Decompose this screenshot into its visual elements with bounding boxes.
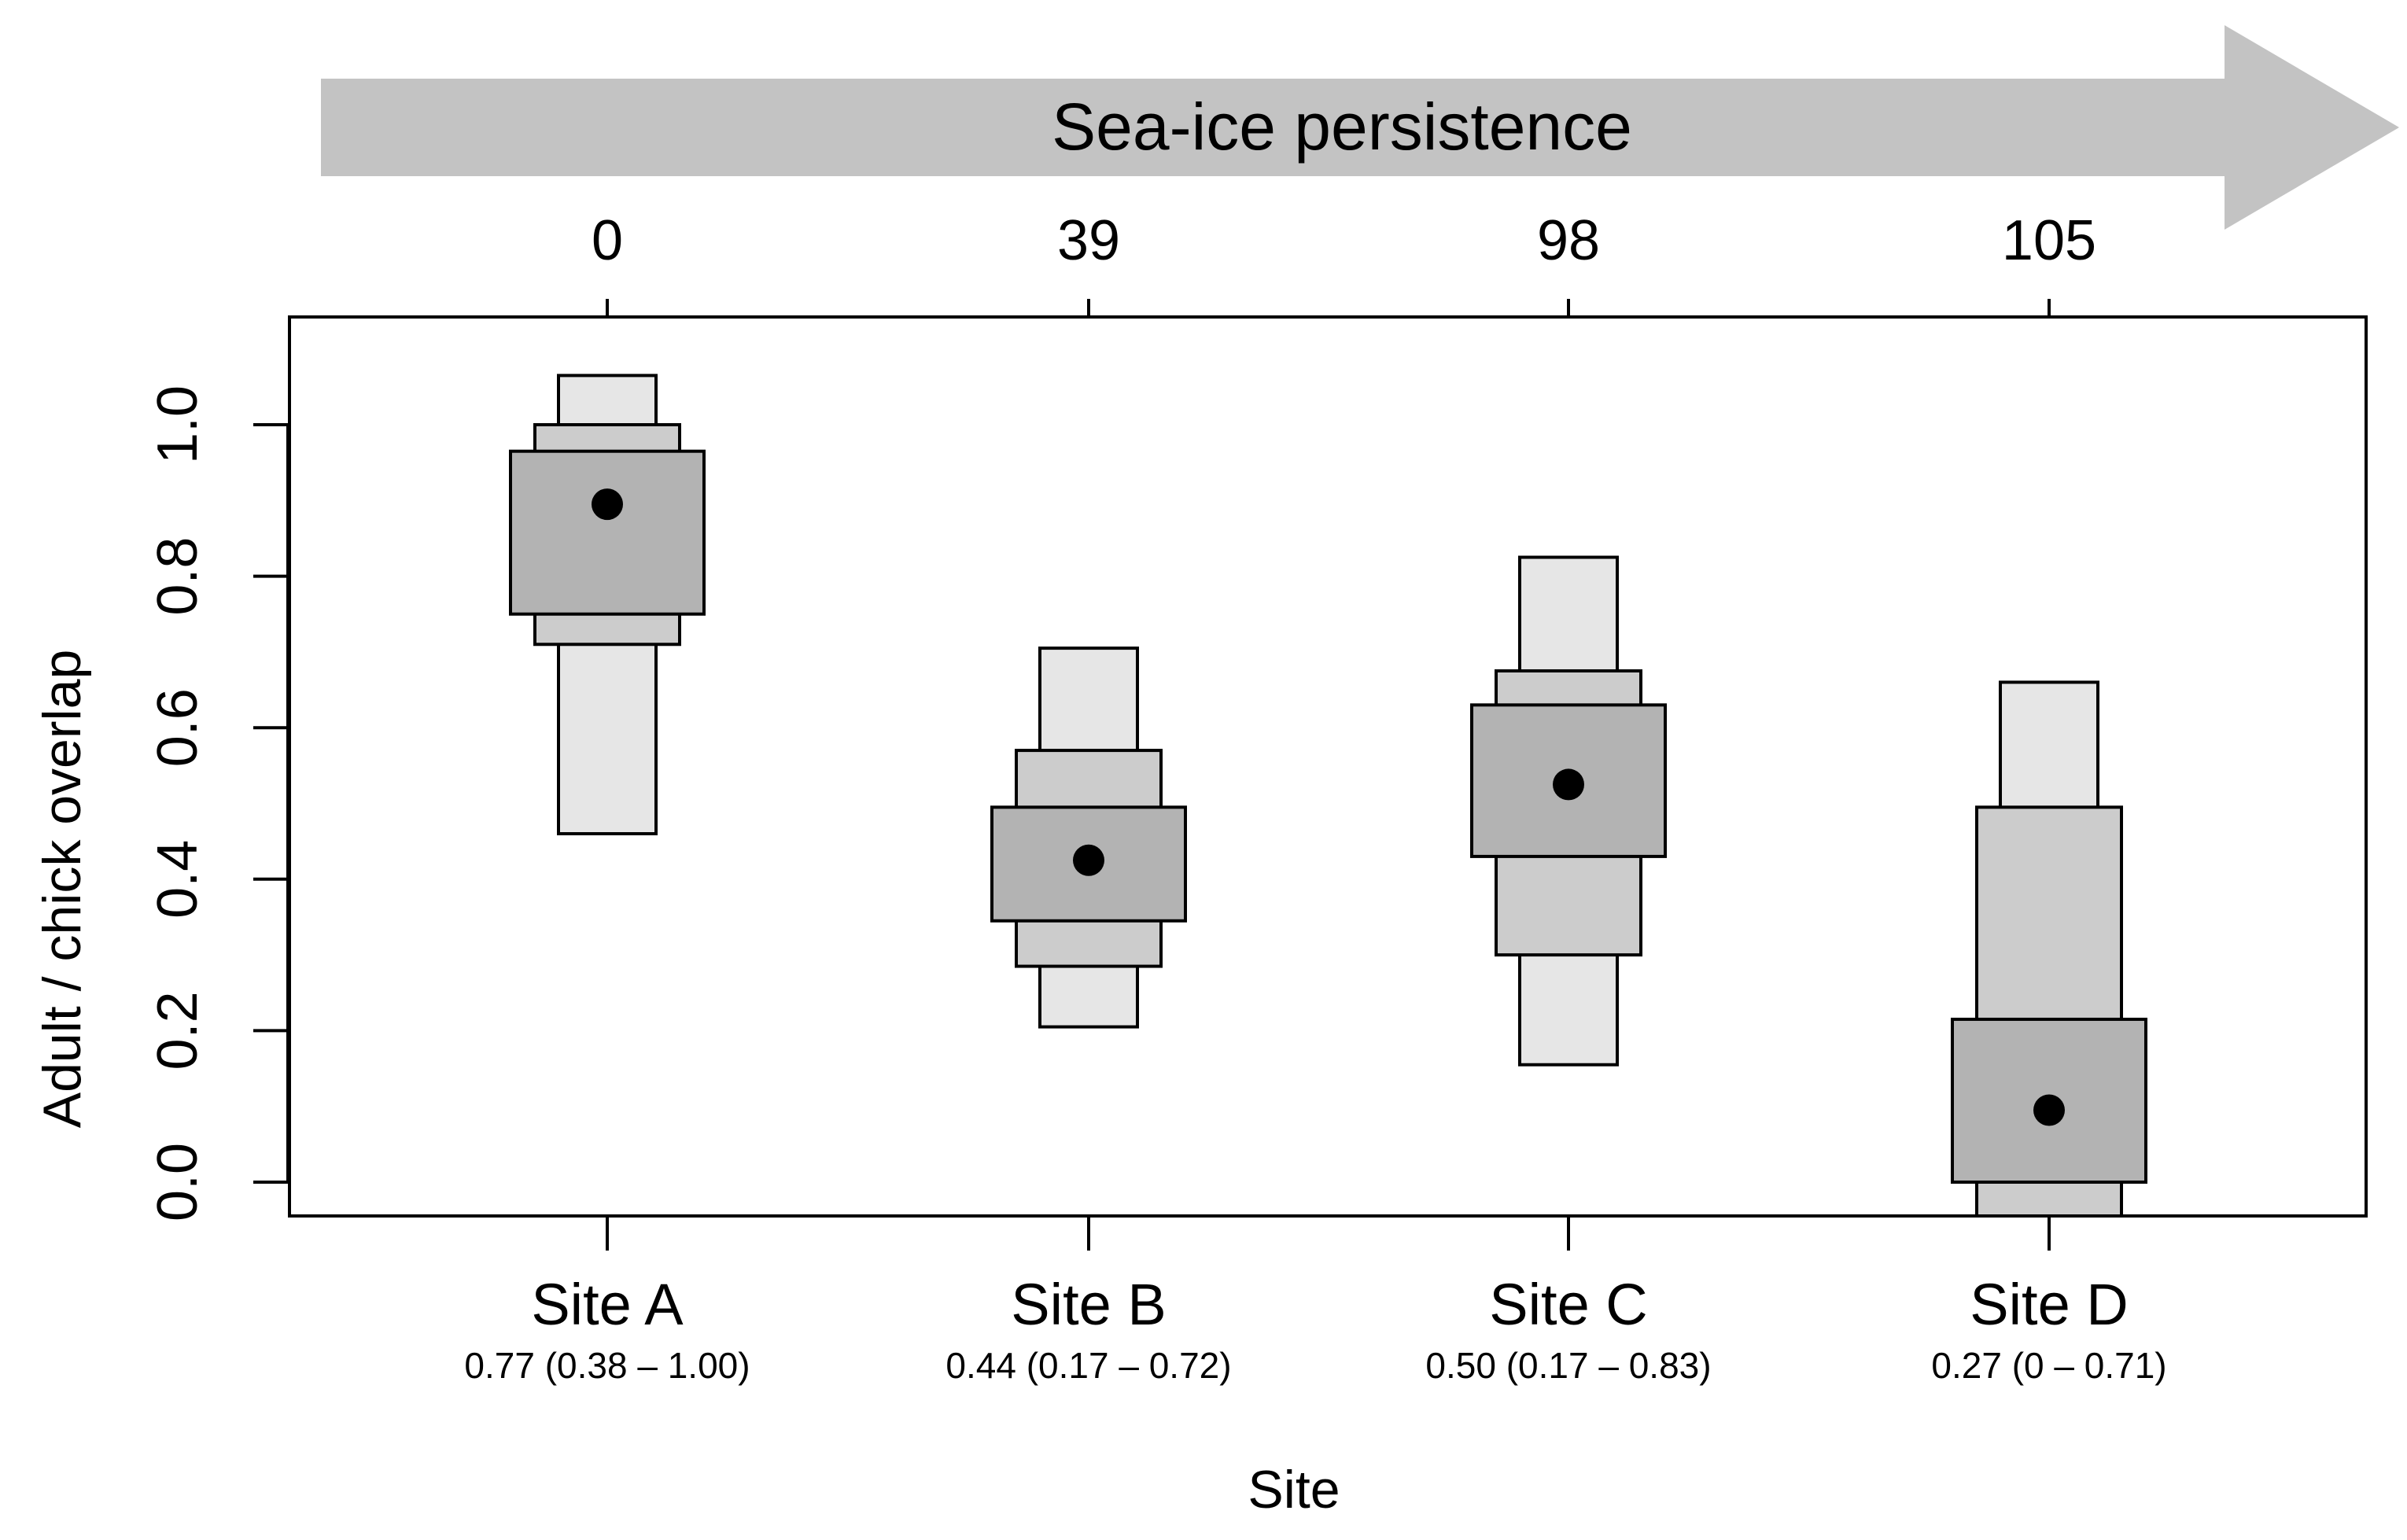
plot-frame [288,315,2368,1218]
site-stat-label: 0.27 (0 – 0.71) [1931,1345,2166,1386]
top-axis-tick-label: 0 [592,209,623,272]
site-stat-label: 0.44 (0.17 – 0.72) [945,1345,1231,1386]
point-estimate [592,488,623,521]
y-axis-tick-label: 0.2 [146,991,209,1070]
x-axis-title: Site [1248,1460,1340,1520]
y-axis-title: Adult / chick overlap [32,650,92,1129]
y-axis-tick-label: 0.6 [146,688,209,767]
site-stat-label: 0.50 (0.17 – 0.83) [1425,1345,1711,1386]
top-axis: 0 39 98 105 [592,209,2096,317]
x-axis: Site A 0.77 (0.38 – 1.00) Site B 0.44 (0.17… [464,1216,2167,1386]
top-axis-tick-label: 39 [1057,209,1120,272]
inner-interval-box [990,805,1187,923]
sea-ice-persistence-arrow [321,25,2399,230]
top-axis-tick-label: 105 [2002,209,2096,272]
point-estimate [2033,1094,2065,1126]
interval-marks [509,374,2147,1218]
arrow-title: Sea-ice persistence [1052,90,1632,164]
site-label: Site C [1489,1272,1648,1337]
site-stat-label: 0.77 (0.38 – 1.00) [464,1345,750,1386]
top-axis-tick-label: 98 [1537,209,1600,272]
y-axis-tick-label: 1.0 [146,385,209,464]
site-label: Site A [531,1272,684,1337]
y-axis-tick-label: 0.8 [146,537,209,616]
inner-interval-box [509,449,706,616]
y-axis-tick-label: 0.0 [146,1143,209,1221]
y-axis-tick-label: 0.4 [146,840,209,919]
site-label: Site B [1011,1272,1166,1337]
point-estimate [1553,768,1584,801]
point-estimate [1073,844,1104,876]
site-label: Site D [1970,1272,2129,1337]
y-axis: 0.0 0.2 0.4 0.6 0.8 1.0 [146,385,289,1221]
